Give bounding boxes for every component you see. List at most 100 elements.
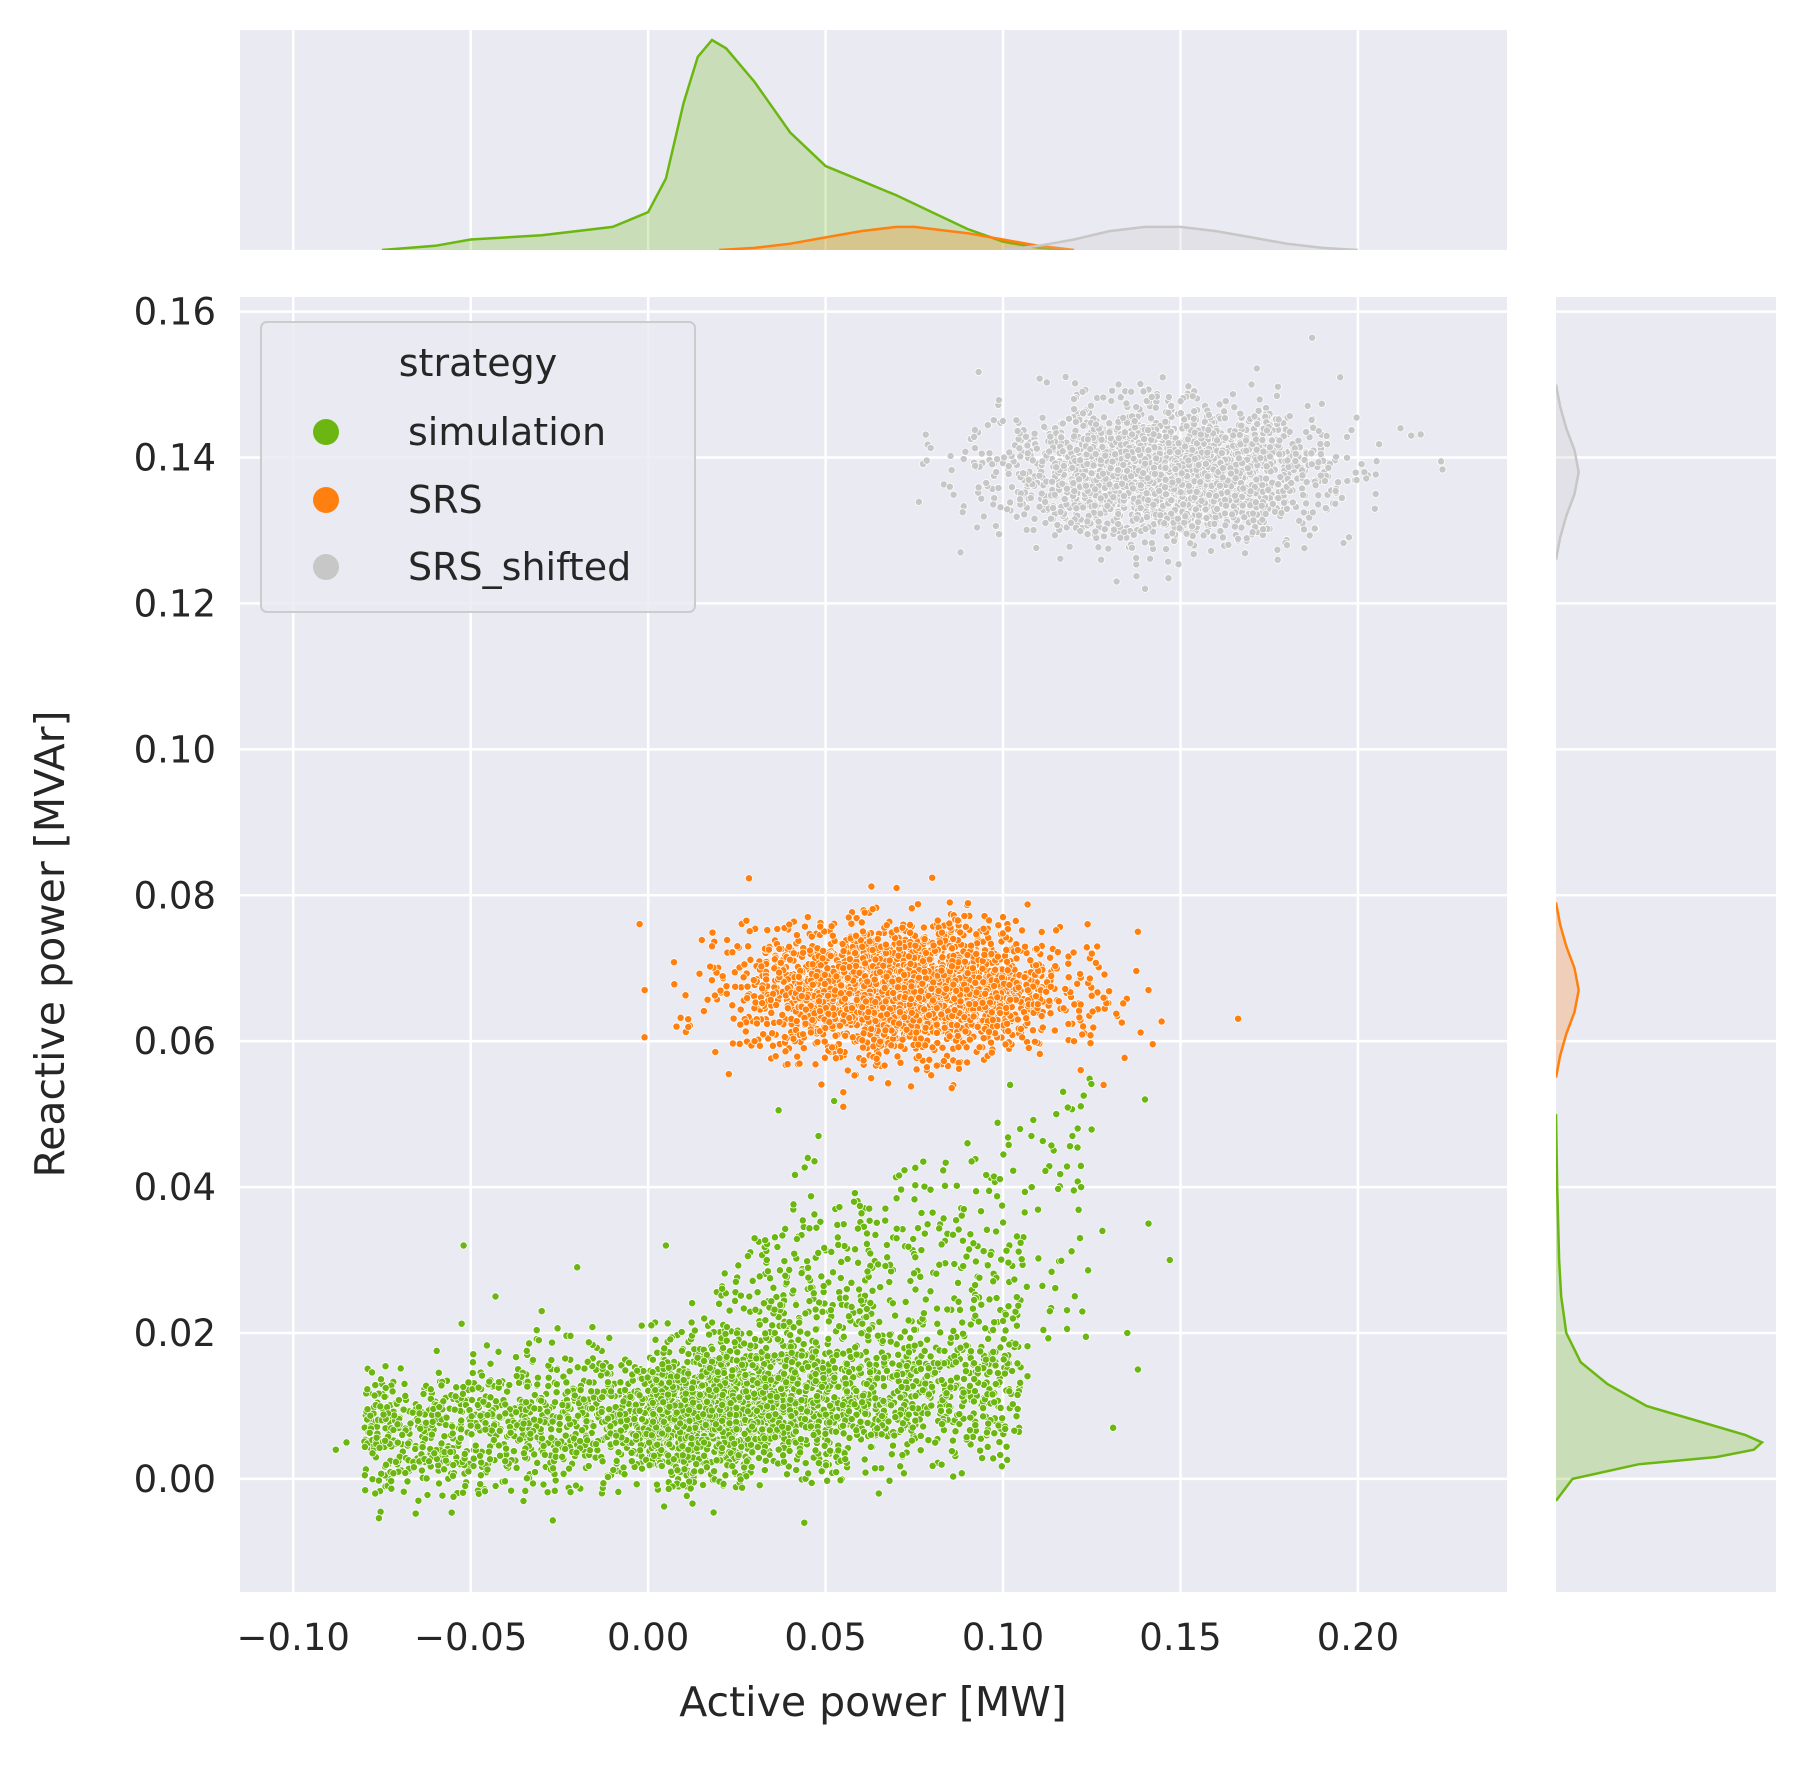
data-point (1129, 530, 1138, 539)
data-point (1371, 470, 1380, 479)
data-point (1161, 464, 1170, 472)
data-point (1316, 450, 1325, 459)
data-point (767, 1008, 776, 1017)
data-point (762, 975, 771, 984)
data-point (1144, 446, 1153, 455)
data-point (832, 972, 841, 981)
data-point (1094, 543, 1103, 552)
data-point (848, 1033, 857, 1042)
data-point (837, 981, 846, 990)
data-point (1151, 403, 1160, 412)
data-point (1016, 495, 1025, 504)
data-point (684, 1023, 693, 1031)
data-point (836, 1047, 844, 1056)
data-point (776, 958, 785, 967)
data-point (1086, 1039, 1095, 1048)
data-point (979, 512, 988, 521)
data-point (1331, 499, 1340, 508)
data-point (1030, 429, 1039, 438)
data-point (807, 932, 816, 941)
data-point (977, 449, 986, 458)
data-point (946, 451, 955, 460)
data-point (1438, 465, 1447, 474)
data-point (771, 1052, 780, 1061)
data-point (1053, 948, 1062, 957)
data-point (684, 1015, 693, 1024)
data-point (993, 1022, 1002, 1030)
data-point (1188, 392, 1197, 401)
data-point (922, 456, 931, 465)
data-point (1276, 473, 1285, 481)
data-point (1096, 494, 1105, 503)
data-point (1241, 549, 1249, 558)
data-point (1032, 544, 1041, 552)
data-point (857, 918, 866, 927)
data-point (635, 920, 644, 929)
data-point (794, 972, 803, 981)
data-point (1222, 501, 1230, 510)
data-point (786, 955, 794, 964)
data-point (1274, 415, 1283, 424)
data-point (973, 523, 982, 532)
data-point (902, 1025, 911, 1034)
data-point (1024, 1044, 1033, 1052)
data-point (1139, 469, 1148, 477)
data-point (1299, 491, 1307, 499)
data-point (994, 396, 1003, 404)
data-point (775, 1018, 784, 1027)
data-point (1273, 382, 1282, 391)
data-point (992, 468, 1001, 477)
data-point (950, 1006, 959, 1014)
data-point (1157, 1017, 1166, 1026)
data-point (1075, 1006, 1084, 1015)
data-point (967, 941, 976, 950)
data-point (932, 1061, 941, 1070)
data-point (1103, 501, 1112, 510)
data-point (1078, 1030, 1087, 1039)
data-point (1173, 514, 1182, 523)
data-point (1107, 396, 1116, 405)
data-point (1119, 413, 1128, 422)
data-point (1011, 916, 1020, 925)
data-point (1056, 507, 1065, 516)
data-point (718, 972, 727, 981)
data-point (1106, 464, 1115, 473)
data-point (820, 979, 829, 988)
data-point (1098, 442, 1107, 451)
data-point (676, 1013, 685, 1022)
data-point (1114, 380, 1123, 389)
data-point (914, 1052, 923, 1061)
data-point (1161, 475, 1170, 484)
data-point (1283, 456, 1292, 465)
data-point (938, 953, 947, 962)
data-point (728, 1001, 737, 1010)
data-point (1343, 433, 1351, 441)
data-point (1093, 942, 1102, 951)
data-point (703, 995, 712, 1004)
data-point (898, 923, 907, 932)
data-point (808, 1016, 817, 1024)
data-point (757, 962, 766, 971)
data-point (991, 965, 1000, 974)
data-point (1262, 462, 1271, 471)
data-point (1221, 397, 1230, 406)
data-point (828, 931, 837, 940)
data-point (1238, 501, 1247, 510)
data-point (750, 992, 759, 1001)
data-point (1203, 448, 1212, 457)
data-point (1174, 560, 1183, 569)
data-point (1021, 942, 1029, 951)
data-point (1288, 498, 1297, 507)
data-point (1029, 526, 1038, 535)
data-point (870, 975, 879, 984)
data-point (1069, 479, 1078, 488)
data-point (1184, 382, 1193, 391)
data-point (781, 1047, 790, 1056)
data-point (906, 928, 915, 937)
data-point (1004, 1027, 1013, 1036)
data-point (731, 982, 740, 991)
data-point (1065, 542, 1074, 551)
data-point (1246, 487, 1255, 496)
data-point (1046, 953, 1055, 962)
